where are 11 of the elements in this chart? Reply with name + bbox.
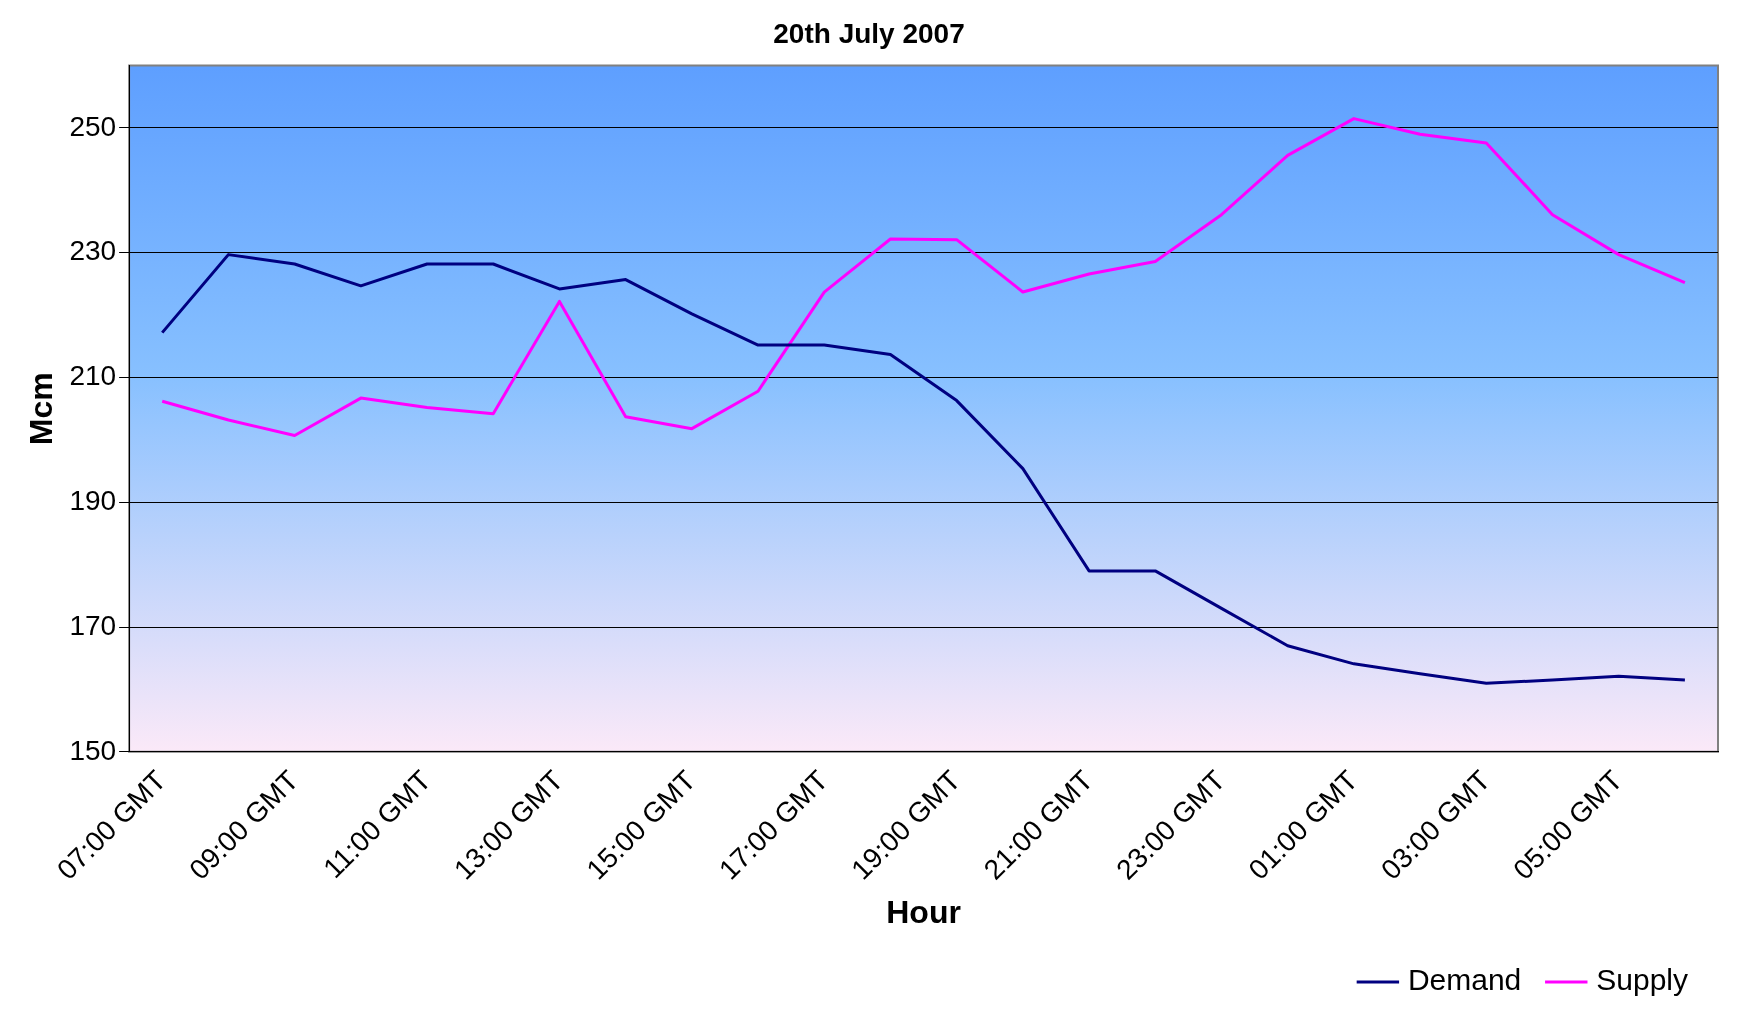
y-tick-label: 230 (69, 235, 117, 267)
y-tick-label: 150 (69, 734, 117, 766)
y-tick-label: 190 (69, 485, 117, 516)
x-axis-title: Hour (886, 893, 961, 930)
y-tick-label: 210 (69, 360, 117, 392)
legend-label: Supply (1596, 963, 1689, 997)
y-tick-label: 250 (69, 110, 117, 142)
y-axis-title: Mcm (23, 372, 60, 446)
legend-label: Demand (1407, 963, 1522, 997)
y-tick-label: 170 (69, 609, 117, 641)
chart-title: 20th July 2007 (773, 17, 965, 49)
